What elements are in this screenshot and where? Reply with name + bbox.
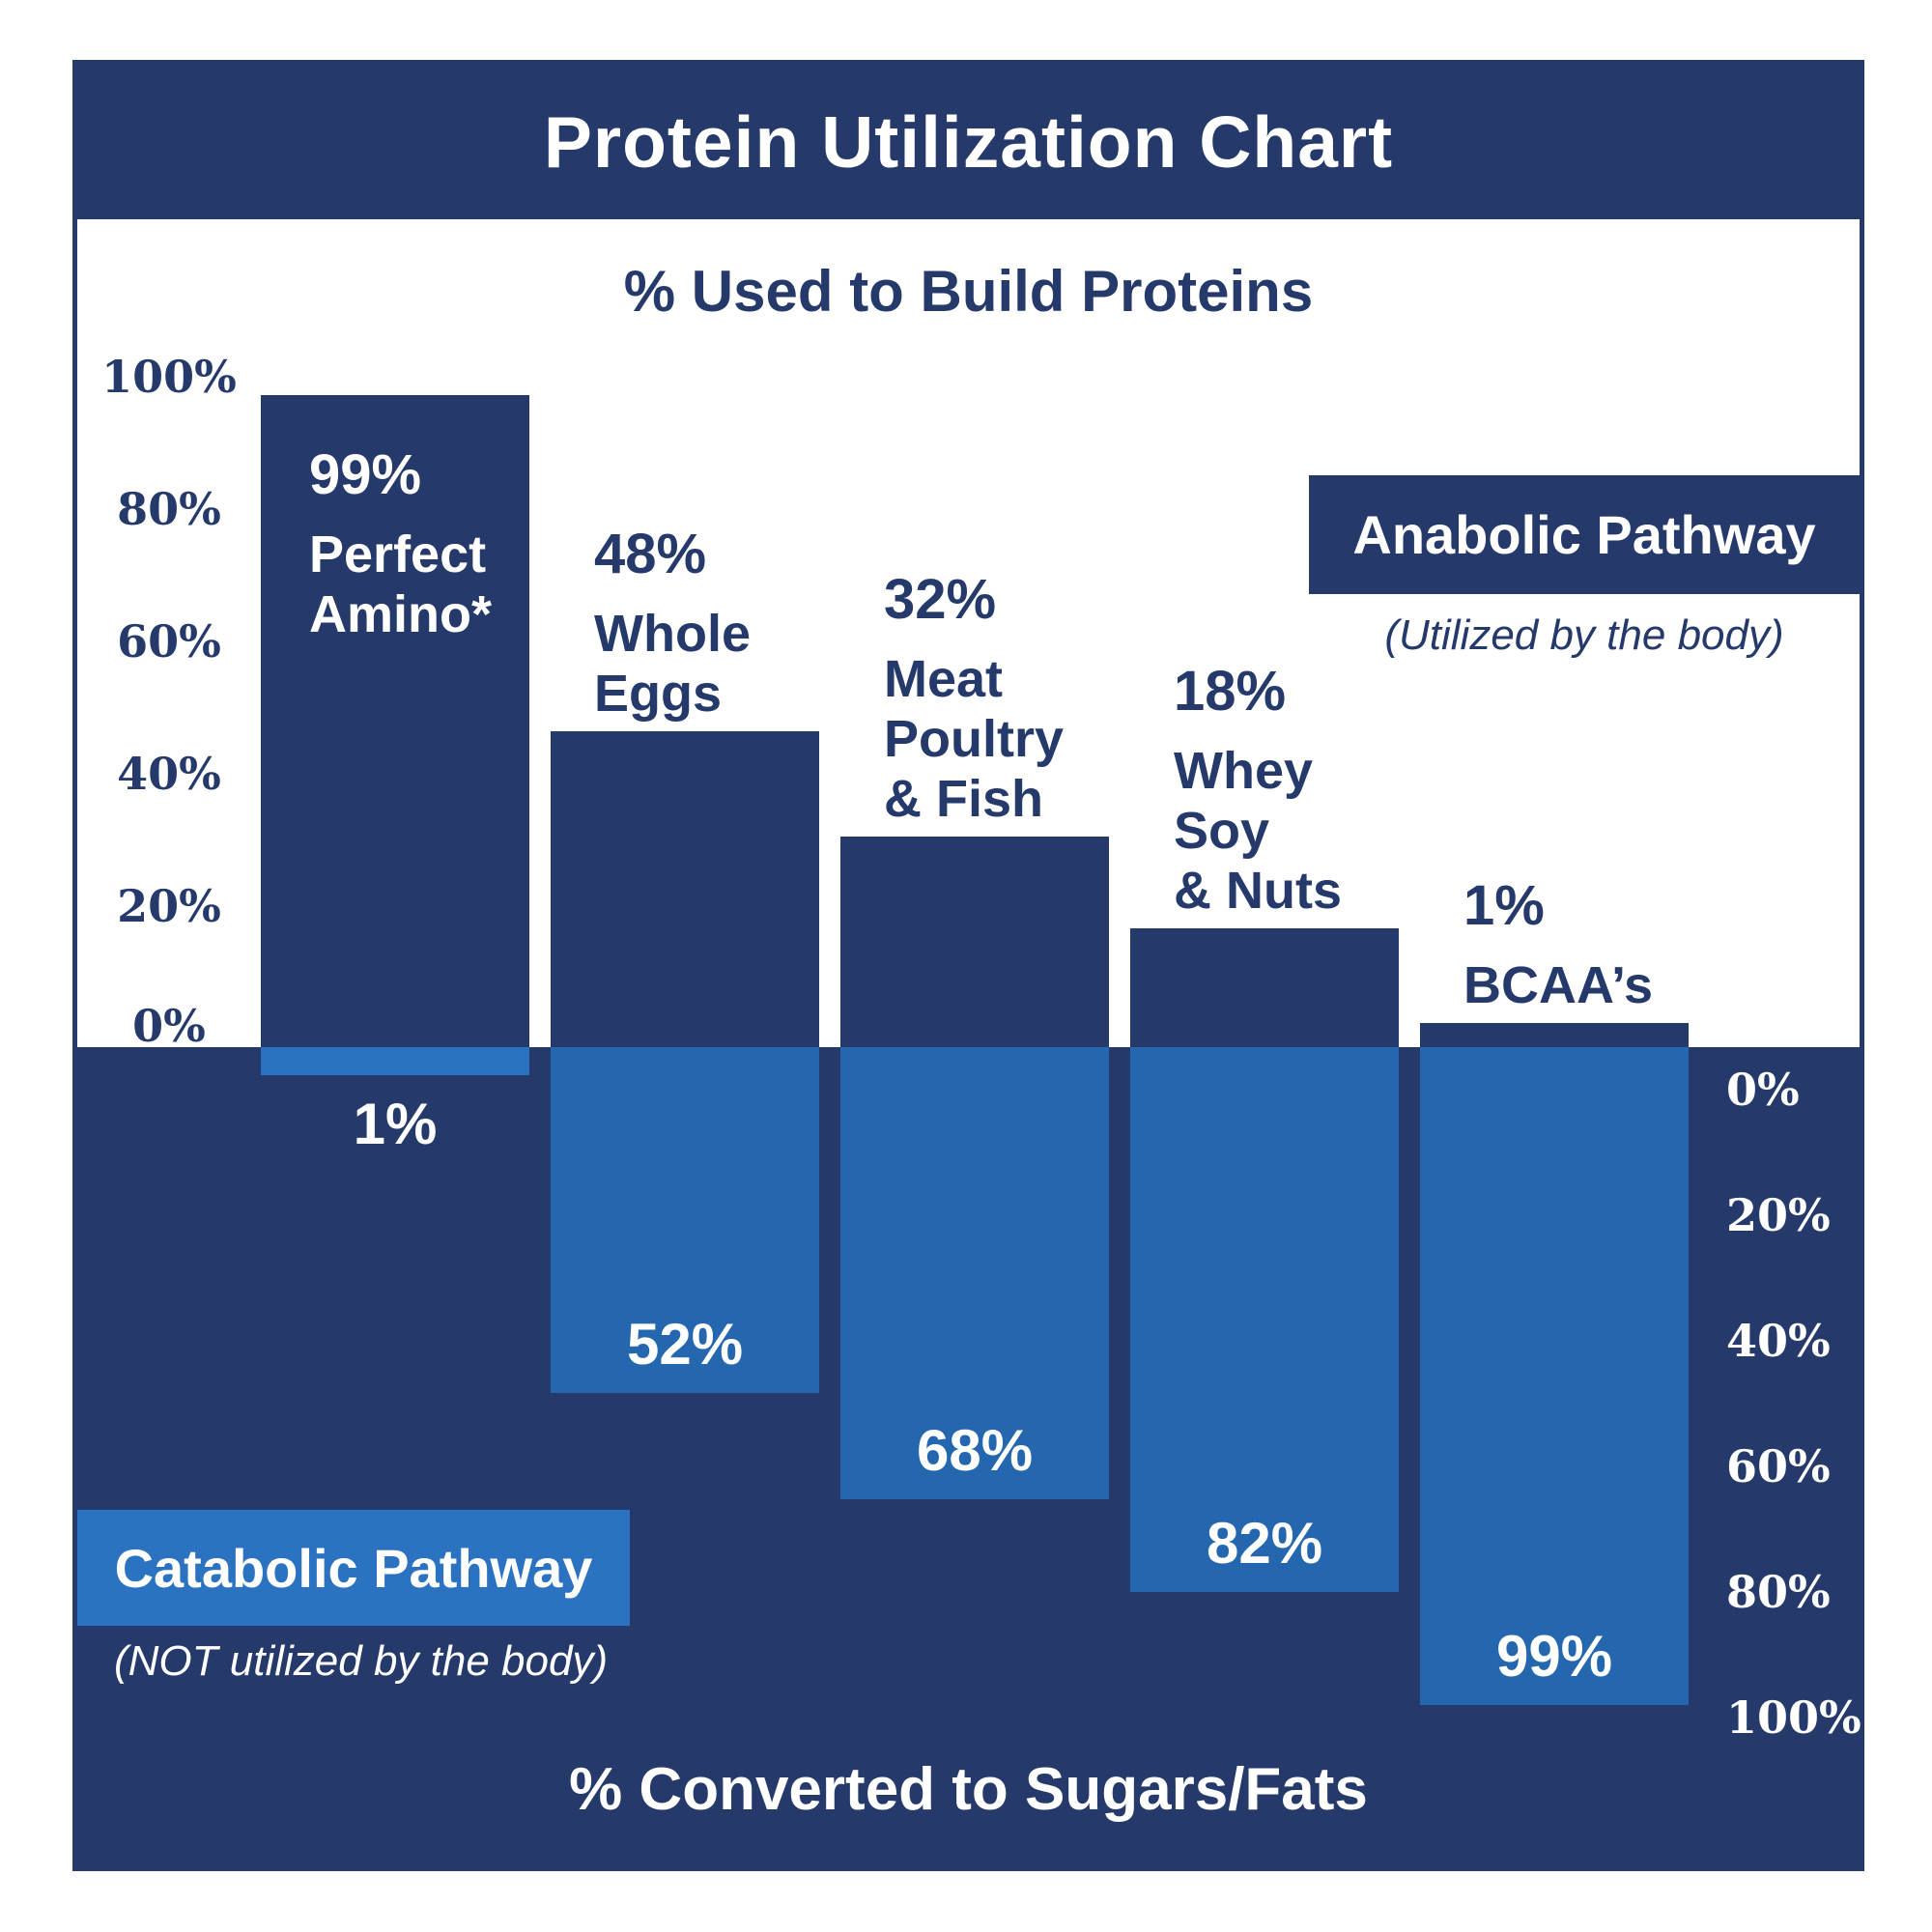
right-axis-tick-20%: 20% <box>1726 1189 1831 1241</box>
right-axis-tick-40%: 40% <box>1726 1315 1831 1367</box>
category-name-line: Whole <box>594 605 751 663</box>
top-axis-title: % Used to Build Proteins <box>623 259 1314 324</box>
catabolic-bar-0 <box>261 1047 529 1075</box>
anabolic-bar-1 <box>551 731 819 1047</box>
page-title: Protein Utilization Chart <box>543 101 1394 183</box>
anabolic-bar-0 <box>261 395 529 1047</box>
anabolic-pathway-sublabel: (Utilized by the body) <box>1384 611 1784 659</box>
catabolic-pathway-sublabel: (NOT utilized by the body) <box>114 1637 609 1685</box>
left-axis-tick-100%: 100% <box>101 351 237 403</box>
right-axis-tick-60%: 60% <box>1726 1440 1831 1492</box>
anabolic-bar-2 <box>840 837 1109 1047</box>
right-axis-tick-100%: 100% <box>1726 1691 1861 1744</box>
catabolic-bar-2 <box>840 1047 1109 1499</box>
category-name-line: Poultry <box>884 710 1065 768</box>
category-name-line: Whey <box>1174 742 1314 800</box>
category-name-line: Soy <box>1174 802 1270 860</box>
catabolic-value-label-0: 1% <box>353 1092 438 1156</box>
bar-label-0: 99% Perfect Amino* <box>309 445 492 644</box>
bottom-axis-title: % Converted to Sugars/Fats <box>569 1756 1368 1823</box>
anabolic-bar-3 <box>1130 928 1399 1047</box>
category-name-line: Meat <box>884 650 1004 708</box>
anabolic-pathway-legend: Anabolic Pathway <box>1309 475 1860 594</box>
catabolic-pathway-label: Catabolic Pathway <box>114 1537 593 1599</box>
anabolic-value-label: 48% <box>594 523 707 585</box>
catabolic-pathway-legend: Catabolic Pathway <box>77 1510 630 1626</box>
title-band: Protein Utilization Chart <box>77 65 1860 219</box>
catabolic-value-label-4: 99% <box>1495 1624 1613 1689</box>
bar-label-3: 18% Whey Soy & Nuts <box>1174 662 1342 921</box>
right-axis-tick-0%: 0% <box>1726 1064 1800 1116</box>
bar-label-1: 48% Whole Eggs <box>594 525 751 724</box>
bar-label-2: 32% Meat Poultry & Fish <box>884 570 1064 829</box>
bar-label-4: 1% BCAA’s <box>1463 876 1653 1015</box>
category-name-line: Perfect <box>309 526 487 583</box>
catabolic-value-label-3: 82% <box>1206 1511 1323 1576</box>
left-axis-tick-80%: 80% <box>117 483 221 535</box>
left-axis-tick-20%: 20% <box>117 880 221 932</box>
category-name-line: BCAA’s <box>1463 956 1654 1014</box>
category-name-line: & Fish <box>884 770 1044 828</box>
category-name-line: Amino* <box>309 585 492 643</box>
chart-panel: Protein Utilization Chart % Used to Buil… <box>72 60 1864 1871</box>
anabolic-pathway-label: Anabolic Pathway <box>1352 504 1816 565</box>
catabolic-value-label-2: 68% <box>916 1418 1034 1483</box>
catabolic-bar-4 <box>1420 1047 1689 1705</box>
left-axis-tick-60%: 60% <box>117 615 221 668</box>
left-axis-tick-0%: 0% <box>132 1000 206 1052</box>
category-name-line: Eggs <box>594 665 723 723</box>
right-axis-tick-80%: 80% <box>1726 1566 1831 1618</box>
anabolic-bar-4 <box>1420 1023 1689 1047</box>
catabolic-bar-3 <box>1130 1047 1399 1592</box>
category-name-line: & Nuts <box>1174 862 1342 920</box>
catabolic-value-label-1: 52% <box>626 1312 744 1377</box>
left-axis-tick-40%: 40% <box>117 748 221 800</box>
catabolic-bar-1 <box>551 1047 819 1393</box>
anabolic-value-label: 99% <box>309 443 422 506</box>
anabolic-value-label: 32% <box>884 568 997 631</box>
anabolic-value-label: 18% <box>1174 660 1287 723</box>
anabolic-value-label: 1% <box>1463 874 1545 937</box>
